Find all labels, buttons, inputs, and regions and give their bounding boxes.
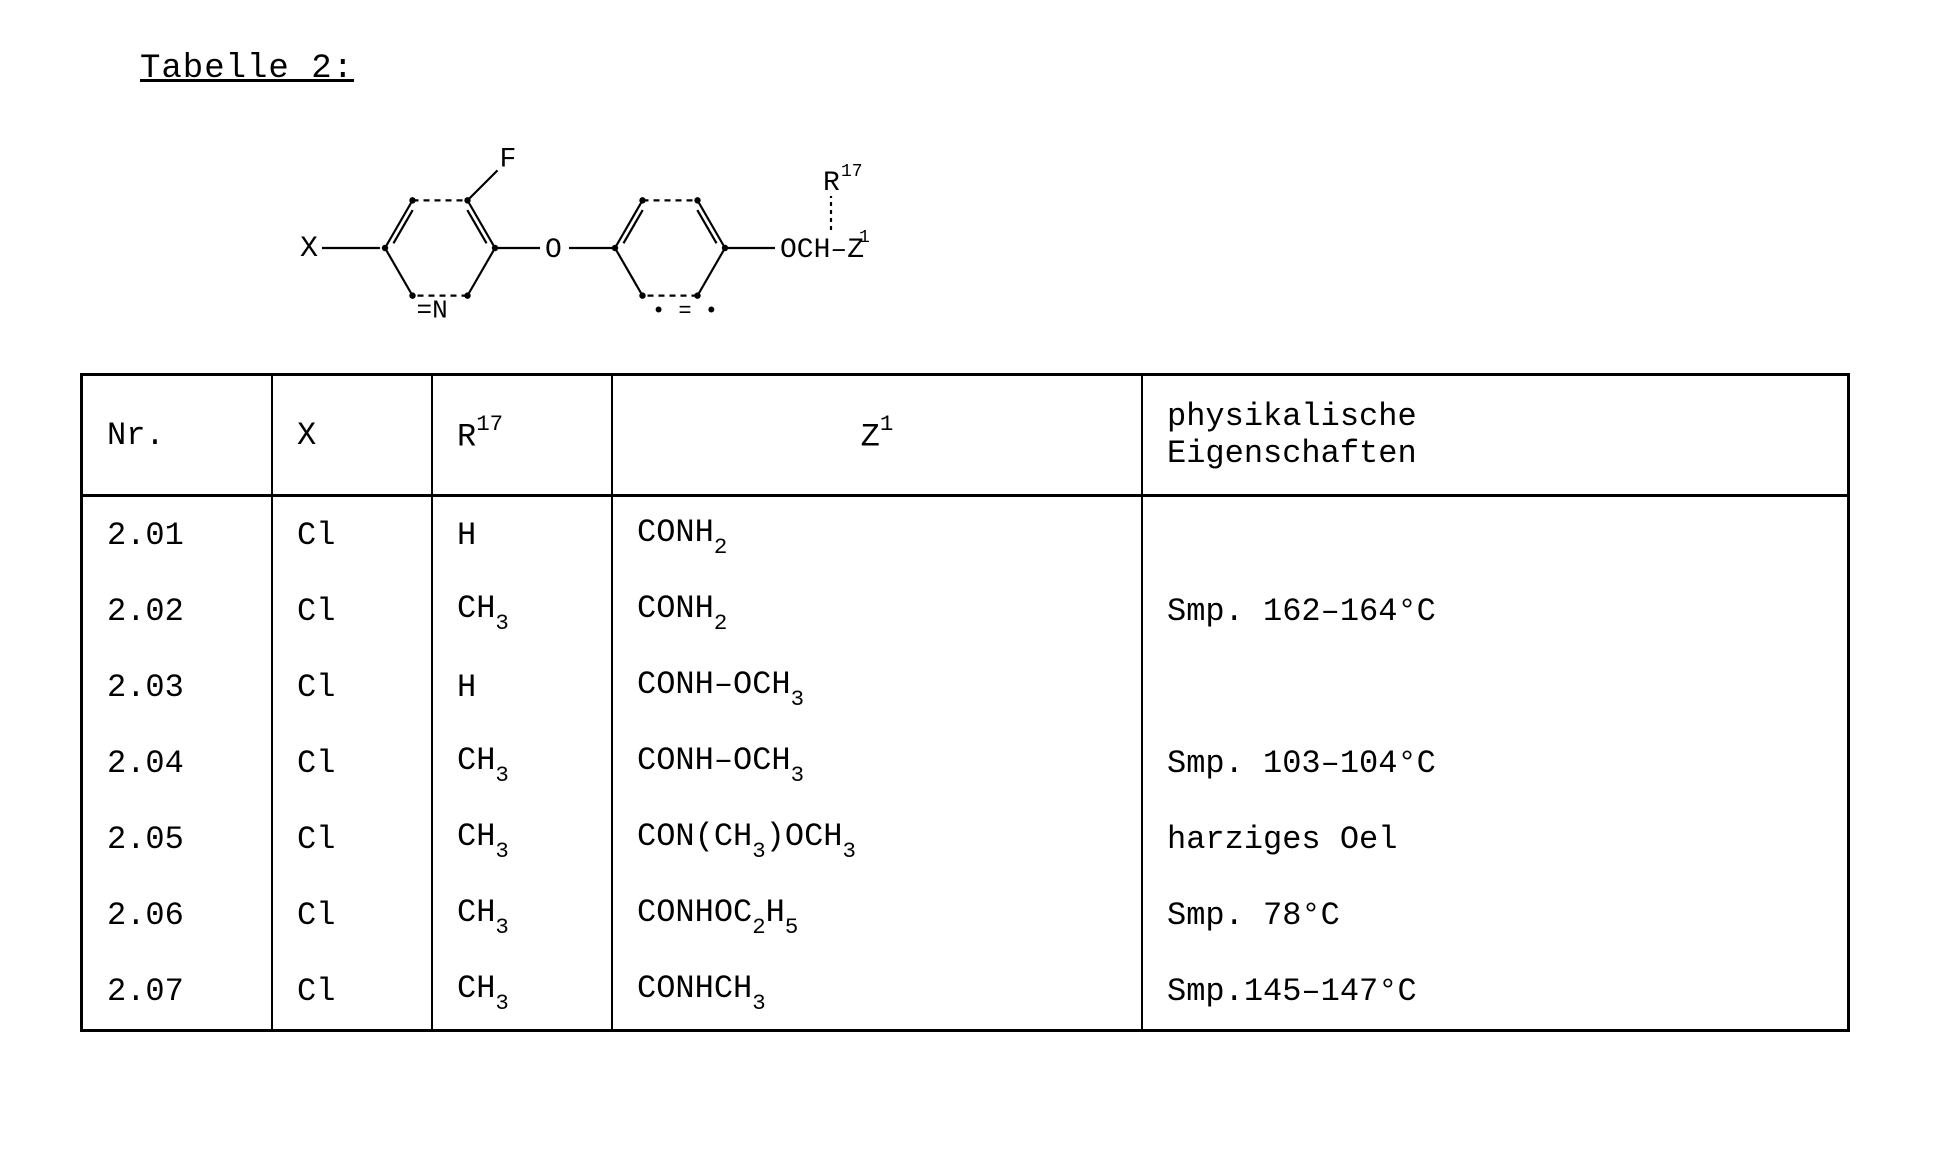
cell-r17: CH3 — [432, 801, 612, 877]
table-row: 2.01ClHCONH2 — [82, 496, 1849, 574]
col-header-phys-l2: Eigenschaften — [1167, 435, 1417, 472]
table-row: 2.05ClCH3CON(CH3)OCH3harziges Oel — [82, 801, 1849, 877]
table-row: 2.02ClCH3CONH2Smp. 162–164°C — [82, 573, 1849, 649]
chemical-structure: X =N F O • = • OCH–Z1 R17 — [290, 118, 1875, 333]
cell-r17: CH3 — [432, 725, 612, 801]
cell-nr: 2.05 — [82, 801, 273, 877]
svg-text:• = •: • = • — [652, 299, 718, 324]
cell-x: Cl — [272, 649, 432, 725]
cell-nr: 2.07 — [82, 953, 273, 1031]
cell-nr: 2.04 — [82, 725, 273, 801]
svg-text:F: F — [500, 144, 517, 175]
table-row: 2.04ClCH3CONH–OCH3Smp. 103–104°C — [82, 725, 1849, 801]
cell-x: Cl — [272, 953, 432, 1031]
cell-x: Cl — [272, 573, 432, 649]
cell-z1: CONH–OCH3 — [612, 725, 1142, 801]
svg-text:R: R — [823, 168, 840, 199]
col-header-x: X — [272, 375, 432, 496]
table-title: Tabelle 2: — [140, 50, 1875, 88]
cell-r17: CH3 — [432, 877, 612, 953]
cell-x: Cl — [272, 801, 432, 877]
svg-text:=N: =N — [417, 296, 448, 326]
table-row: 2.07ClCH3CONHCH3Smp.145–147°C — [82, 953, 1849, 1031]
cell-x: Cl — [272, 725, 432, 801]
cell-x: Cl — [272, 877, 432, 953]
col-header-r17-sup: 17 — [476, 411, 503, 437]
svg-text:O: O — [545, 235, 562, 266]
cell-phys — [1142, 496, 1849, 574]
cell-z1: CONHCH3 — [612, 953, 1142, 1031]
col-header-z1-base: Z — [861, 418, 880, 455]
cell-z1: CON(CH3)OCH3 — [612, 801, 1142, 877]
cell-z1: CONH2 — [612, 573, 1142, 649]
svg-text:1: 1 — [859, 228, 870, 248]
cell-r17: H — [432, 496, 612, 574]
col-header-r17-base: R — [457, 418, 476, 455]
cell-r17: CH3 — [432, 953, 612, 1031]
col-header-r17: R17 — [432, 375, 612, 496]
col-header-z1: Z1 — [612, 375, 1142, 496]
cell-z1: CONH–OCH3 — [612, 649, 1142, 725]
cell-r17: H — [432, 649, 612, 725]
cell-x: Cl — [272, 496, 432, 574]
col-header-phys-l1: physikalische — [1167, 398, 1417, 435]
table-header: Nr. X R17 Z1 physikalische Eigenschaften — [82, 375, 1849, 496]
cell-nr: 2.01 — [82, 496, 273, 574]
cell-phys: Smp.145–147°C — [1142, 953, 1849, 1031]
data-table: Nr. X R17 Z1 physikalische Eigenschaften… — [80, 373, 1850, 1032]
cell-r17: CH3 — [432, 573, 612, 649]
cell-z1: CONH2 — [612, 496, 1142, 574]
col-header-phys: physikalische Eigenschaften — [1142, 375, 1849, 496]
cell-nr: 2.03 — [82, 649, 273, 725]
cell-phys: Smp. 103–104°C — [1142, 725, 1849, 801]
col-header-nr: Nr. — [82, 375, 273, 496]
svg-text:OCH–Z: OCH–Z — [780, 235, 864, 266]
svg-text:X: X — [300, 232, 318, 266]
svg-text:17: 17 — [841, 162, 863, 182]
cell-phys: Smp. 162–164°C — [1142, 573, 1849, 649]
cell-phys: harziges Oel — [1142, 801, 1849, 877]
table-row: 2.03ClHCONH–OCH3 — [82, 649, 1849, 725]
cell-phys — [1142, 649, 1849, 725]
cell-nr: 2.02 — [82, 573, 273, 649]
col-header-z1-sup: 1 — [880, 411, 893, 437]
cell-nr: 2.06 — [82, 877, 273, 953]
table-row: 2.06ClCH3CONHOC2H5Smp. 78°C — [82, 877, 1849, 953]
cell-z1: CONHOC2H5 — [612, 877, 1142, 953]
table-body: 2.01ClHCONH22.02ClCH3CONH2Smp. 162–164°C… — [82, 496, 1849, 1031]
cell-phys: Smp. 78°C — [1142, 877, 1849, 953]
